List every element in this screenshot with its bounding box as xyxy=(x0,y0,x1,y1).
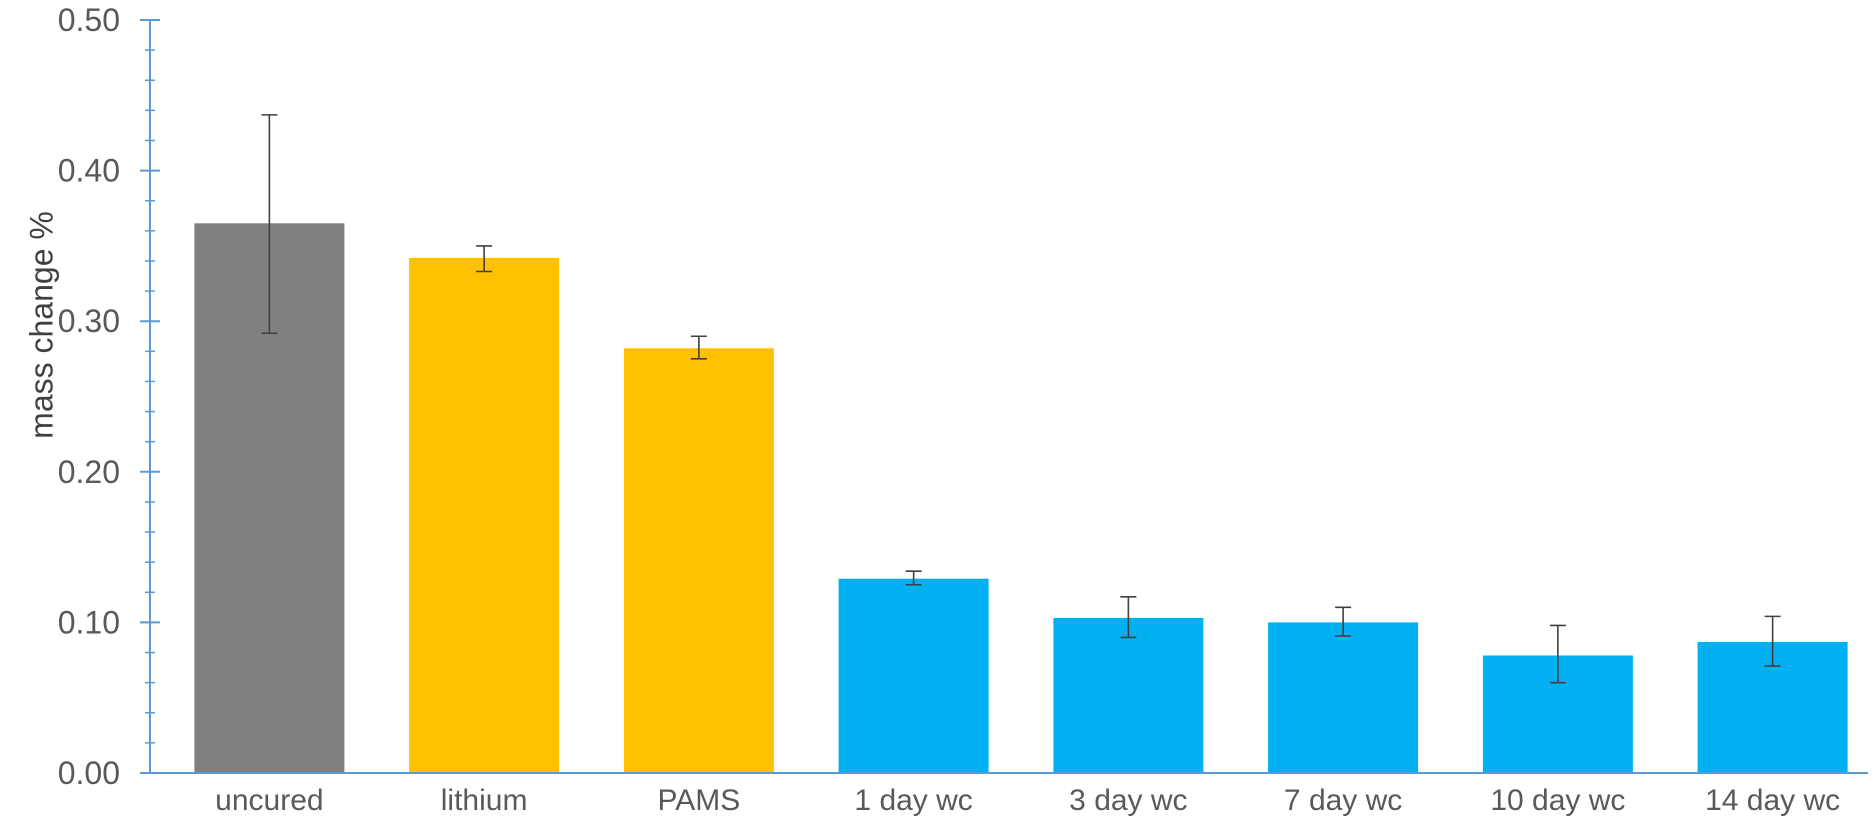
y-tick-label: 0.20 xyxy=(58,454,120,490)
bar-pams xyxy=(623,348,774,773)
x-tick-label: PAMS xyxy=(657,784,740,817)
y-axis xyxy=(140,19,1868,774)
y-tick-label: 0.00 xyxy=(58,755,120,791)
error-bar xyxy=(690,335,707,360)
bar-3-day-wc xyxy=(1053,617,1204,773)
y-tick-label: 0.50 xyxy=(58,2,120,38)
y-tick-labels: 0.00 0.10 0.20 0.30 0.40 0.50 xyxy=(58,2,120,791)
error-bar xyxy=(1120,595,1137,639)
bars-layer xyxy=(194,223,1848,774)
x-tick-label: 14 day wc xyxy=(1705,784,1840,817)
error-bar xyxy=(1764,615,1781,667)
y-axis-title: mass change % xyxy=(23,211,59,439)
bar-1-day-wc xyxy=(838,578,989,773)
error-bar xyxy=(1335,606,1352,637)
error-bar xyxy=(1549,624,1566,684)
error-bar xyxy=(476,245,493,273)
x-tick-label: 3 day wc xyxy=(1069,784,1187,817)
error-bars-layer xyxy=(261,114,1781,684)
y-tick-label: 0.10 xyxy=(58,604,120,640)
y-tick-label: 0.40 xyxy=(58,153,120,189)
x-tick-label: uncured xyxy=(215,784,323,817)
x-category-labels: uncured lithium PAMS 1 day wc 3 day wc 7 day … xyxy=(215,784,1840,817)
y-tick-label: 0.30 xyxy=(58,303,120,339)
x-tick-label: lithium xyxy=(441,784,528,817)
error-bar xyxy=(261,114,278,335)
x-tick-label: 10 day wc xyxy=(1490,784,1625,817)
bar-7-day-wc xyxy=(1268,622,1419,773)
x-tick-label: 7 day wc xyxy=(1284,784,1402,817)
x-tick-label: 1 day wc xyxy=(854,784,972,817)
error-bar xyxy=(905,570,922,586)
bar-lithium xyxy=(409,257,560,773)
